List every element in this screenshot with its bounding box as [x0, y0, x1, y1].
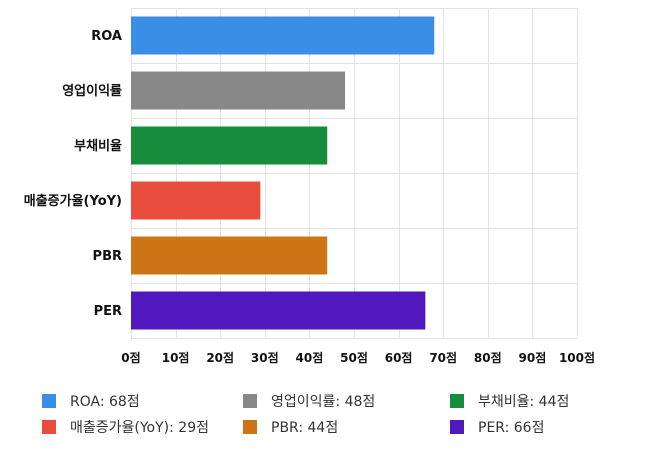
- x-tick-label: 100점: [559, 350, 595, 365]
- bar: [131, 291, 426, 330]
- x-tick-label: 30점: [251, 350, 279, 365]
- legend-item-per: PER: 66점: [450, 418, 544, 436]
- legend-item-operating-margin: 영업이익률: 48점: [243, 392, 375, 410]
- legend-item-sales-growth: 매출증가율(YoY): 29점: [42, 418, 209, 436]
- category-label: PBR: [93, 249, 122, 264]
- legend-label: 부채비율: 44점: [478, 394, 570, 410]
- x-tick-label: 20점: [206, 350, 234, 365]
- legend-label: PBR: 44점: [271, 420, 339, 436]
- x-axis-ticks: 0점 10점 20점 30점 40점 50점 60점 70점 80점 90점 100점: [121, 350, 595, 365]
- legend-item-debt-ratio: 부채비율: 44점: [450, 392, 569, 410]
- legend-item-roa: ROA: 68점: [42, 392, 140, 410]
- grid: [131, 8, 578, 339]
- legend-swatch: [450, 394, 464, 408]
- x-tick-label: 10점: [162, 350, 190, 365]
- bar: [131, 126, 328, 165]
- bar: [131, 16, 435, 55]
- category-label: 부채비율: [74, 138, 122, 154]
- legend-label: PER: 66점: [478, 420, 545, 436]
- legend-label: 매출증가율(YoY): 29점: [70, 420, 209, 436]
- category-label: ROA: [91, 29, 122, 44]
- x-tick-label: 40점: [296, 350, 324, 365]
- x-tick-label: 90점: [519, 350, 547, 365]
- bar: [131, 236, 328, 275]
- x-tick-label: 60점: [385, 350, 413, 365]
- category-label: PER: [94, 304, 122, 319]
- x-tick-label: 70점: [429, 350, 457, 365]
- category-label: 매출증가율(YoY): [24, 193, 122, 209]
- category-label: 영업이익률: [62, 83, 122, 99]
- legend-item-pbr: PBR: 44점: [243, 418, 338, 436]
- legend-swatch: [450, 420, 464, 434]
- x-tick-label: 0점: [121, 350, 140, 365]
- legend-label: ROA: 68점: [70, 394, 140, 410]
- legend-swatch: [42, 394, 56, 408]
- bars: [131, 16, 435, 330]
- legend-label: 영업이익률: 48점: [271, 394, 376, 410]
- legend-swatch: [243, 394, 257, 408]
- legend-swatch: [243, 420, 257, 434]
- legend-swatch: [42, 420, 56, 434]
- bar: [131, 181, 261, 220]
- x-tick-label: 80점: [474, 350, 502, 365]
- x-tick-label: 50점: [340, 350, 368, 365]
- bar: [131, 71, 346, 110]
